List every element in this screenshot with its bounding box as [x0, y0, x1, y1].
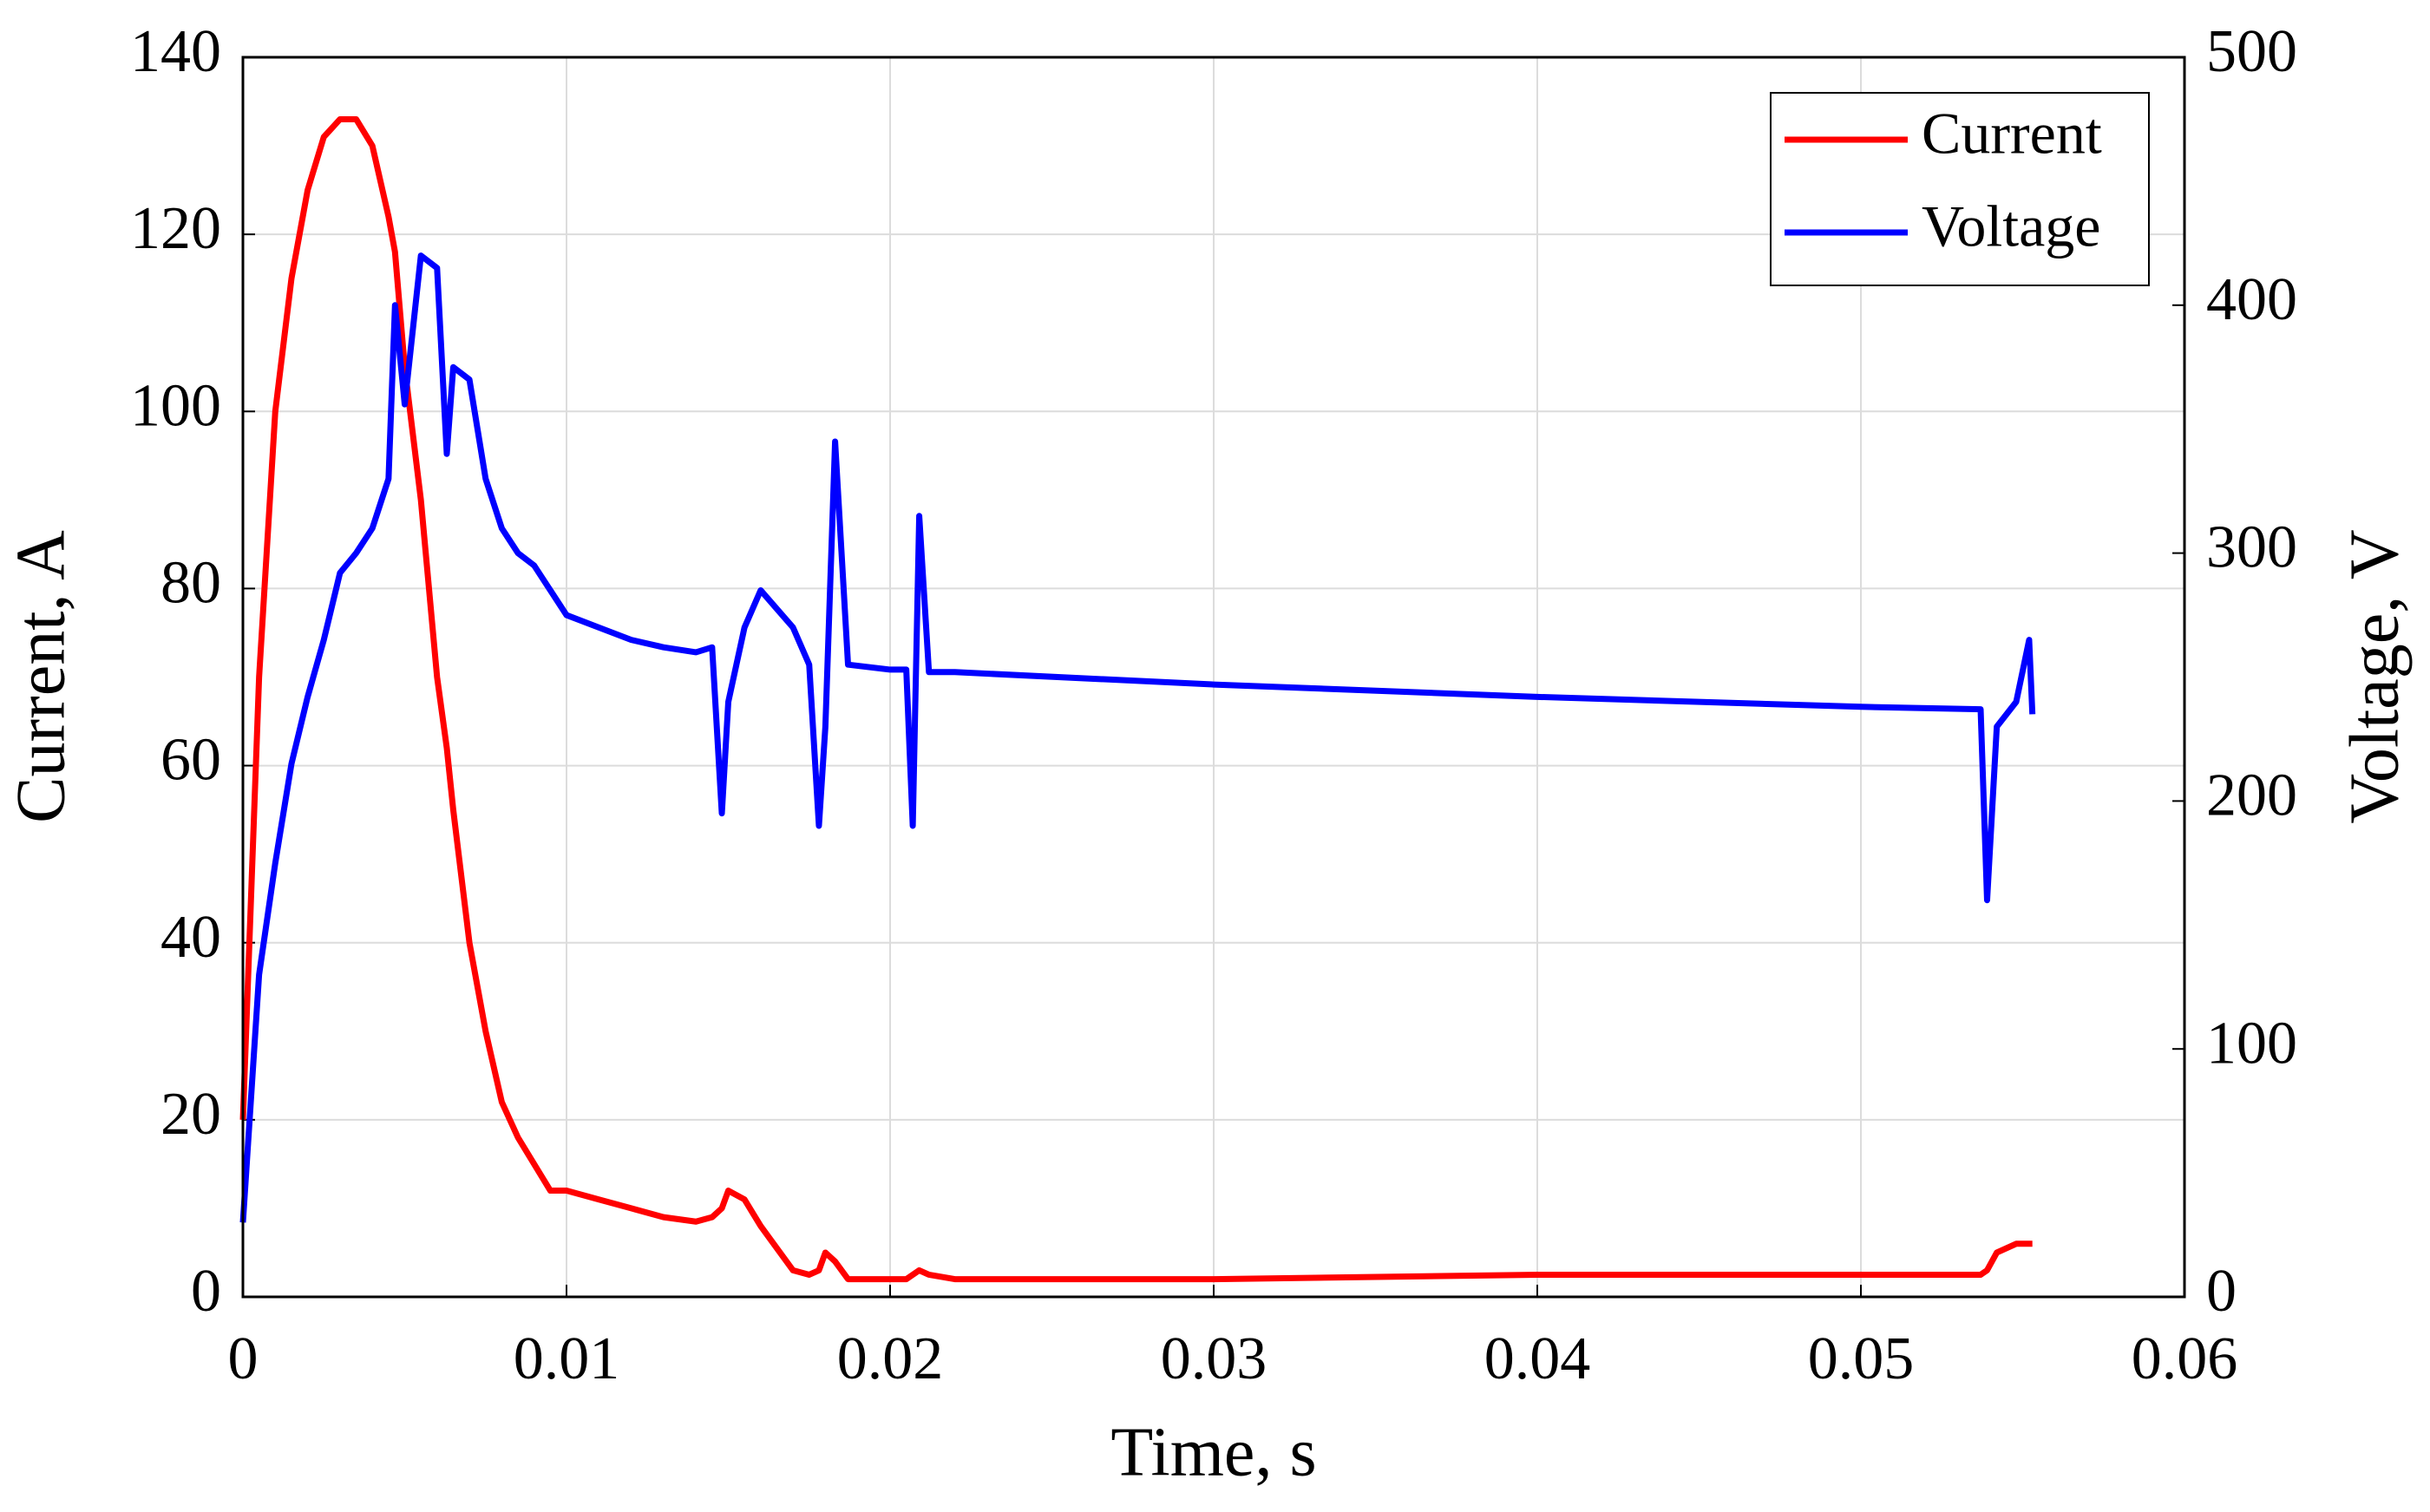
y2-axis-label: Voltage, V — [2336, 529, 2413, 823]
y2-tick-label: 200 — [2206, 762, 2297, 828]
legend-box — [1770, 92, 2150, 286]
y-tick-label: 100 — [130, 372, 221, 439]
x-tick-label: 0.04 — [1484, 1325, 1591, 1392]
y2-tick-label: 0 — [2206, 1258, 2237, 1325]
y-tick-label: 80 — [160, 549, 221, 616]
y2-tick-label: 300 — [2206, 514, 2297, 581]
x-tick-label: 0.05 — [1808, 1325, 1915, 1392]
x-tick-label: 0 — [228, 1325, 259, 1392]
line-series — [239, 115, 2033, 1283]
y-tick-label: 40 — [160, 904, 221, 971]
plot-frame — [241, 56, 2186, 1299]
legend-label: Current — [1922, 101, 2102, 167]
y-tick-label: 20 — [160, 1081, 221, 1148]
x-axis-label: Time, s — [1110, 1414, 1316, 1490]
x-tick-label: 0.06 — [2132, 1325, 2238, 1392]
legend-label: Voltage — [1922, 193, 2101, 259]
x-tick-label: 0.03 — [1161, 1325, 1267, 1392]
y2-tick-label: 500 — [2206, 18, 2297, 85]
x-tick-label: 0.01 — [514, 1325, 620, 1392]
y2-tick-label: 400 — [2206, 266, 2297, 333]
y2-tick-label: 100 — [2206, 1010, 2297, 1077]
y-tick-label: 120 — [130, 195, 221, 262]
y-axis-label: Current, A — [3, 530, 79, 823]
y-tick-label: 60 — [160, 727, 221, 794]
y-tick-label: 140 — [130, 18, 221, 85]
y-tick-label: 0 — [191, 1258, 221, 1325]
x-tick-label: 0.02 — [837, 1325, 944, 1392]
line-series — [239, 252, 2036, 1223]
